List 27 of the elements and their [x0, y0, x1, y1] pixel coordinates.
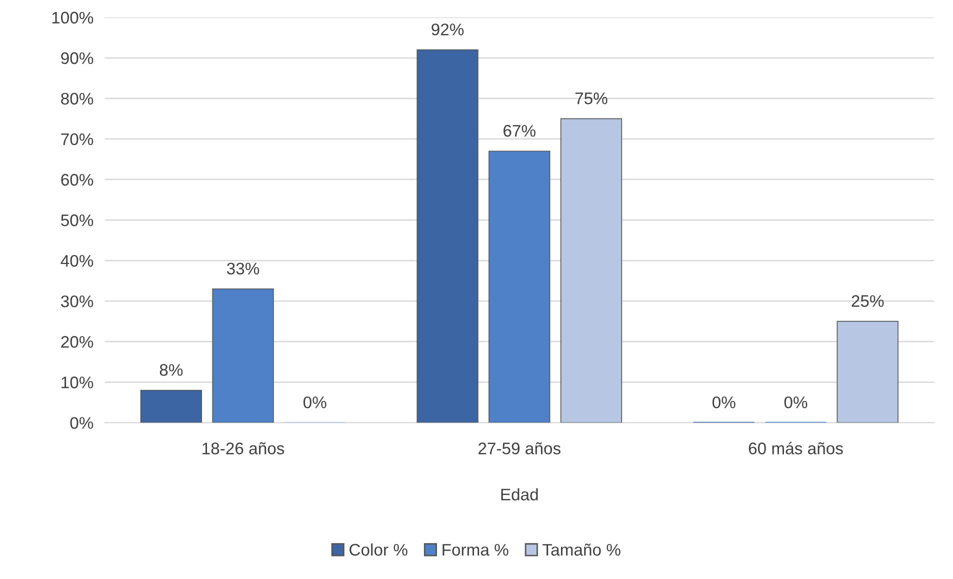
data-label: 25%	[852, 295, 884, 307]
y-tick-label: 70%	[61, 133, 94, 146]
data-label: 0%	[303, 396, 326, 408]
data-label: 0%	[712, 396, 736, 408]
y-tick-label: 30%	[61, 295, 94, 308]
y-tick-label: 60%	[61, 174, 94, 186]
data-label: 8%	[160, 364, 183, 376]
x-axis-title: Edad	[501, 488, 538, 500]
legend-label: Forma %	[442, 544, 508, 556]
y-tick-label: 100%	[52, 12, 94, 24]
y-tick-label: 50%	[61, 214, 94, 226]
y-tick-label: 40%	[60, 254, 94, 267]
data-label: 33%	[226, 262, 260, 275]
y-tick-label: 0%	[70, 417, 94, 429]
legend-label: Tamaño %	[542, 544, 620, 556]
data-label: 67%	[504, 124, 536, 137]
x-tick-label: 18-26 años	[202, 442, 284, 454]
y-tick-label: 80%	[61, 92, 94, 105]
legend-label: Color %	[350, 543, 408, 556]
y-tick-label: 90%	[61, 52, 94, 64]
y-tick-label: 10%	[62, 376, 94, 388]
y-tick-label: 20%	[61, 336, 94, 348]
x-tick-label: 27-59 años	[478, 442, 560, 454]
data-label: 0%	[784, 396, 808, 408]
data-label: 75%	[575, 92, 608, 104]
data-label: 92%	[432, 24, 464, 36]
x-tick-label: 60 más años	[748, 442, 843, 454]
